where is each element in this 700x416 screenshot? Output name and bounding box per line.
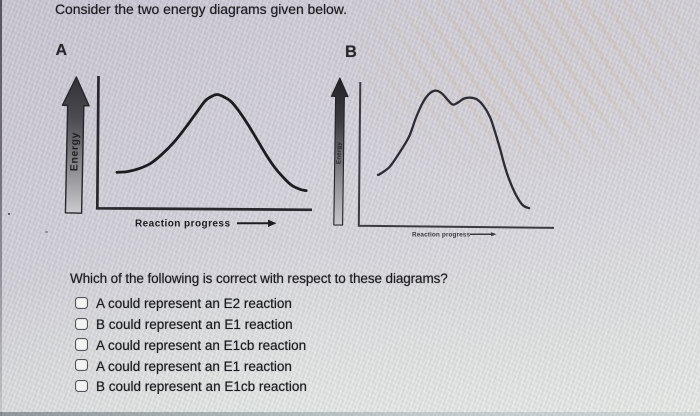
- svg-text:Reaction progress: Reaction progress: [135, 219, 230, 230]
- svg-text:Energy: Energy: [336, 142, 343, 165]
- svg-text:Reaction progress: Reaction progress: [412, 231, 470, 238]
- svg-text:Energy: Energy: [68, 132, 81, 171]
